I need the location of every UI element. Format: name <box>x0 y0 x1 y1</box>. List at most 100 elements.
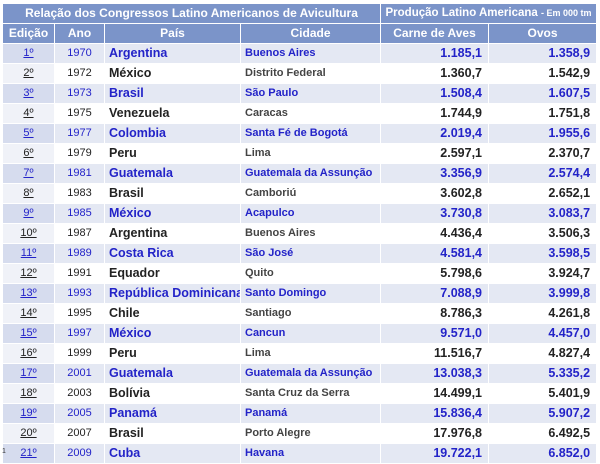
cell-edicao[interactable]: 14º <box>2 303 55 324</box>
cell-cidade: Distrito Federal <box>239 63 382 84</box>
cell-pais: República Dominicana <box>104 283 241 304</box>
table-row: 15º 1997 México Cancun 9.571,0 4.457,0 <box>2 323 598 344</box>
cell-pais: Equador <box>104 263 241 284</box>
edicao-link[interactable]: 7º <box>23 167 34 179</box>
cell-cidade: Santiago <box>239 303 382 324</box>
table-row: 4º 1975 Venezuela Caracas 1.744,9 1.751,8 <box>2 103 598 124</box>
cell-ovos: 2.370,7 <box>488 143 598 164</box>
cell-edicao[interactable]: 6º <box>2 143 55 164</box>
edicao-link[interactable]: 1º <box>23 47 34 59</box>
cell-ano: 2007 <box>54 423 105 444</box>
cell-ovos: 4.457,0 <box>488 323 598 344</box>
cell-cidade: Porto Alegre <box>239 423 382 444</box>
edicao-link[interactable]: 14º <box>20 307 37 319</box>
cell-carne: 1.360,7 <box>380 63 490 84</box>
edicao-link[interactable]: 17º <box>20 367 37 379</box>
cell-cidade: Santa Fé de Bogotá <box>239 123 382 144</box>
table-row: 10º 1987 Argentina Buenos Aires 4.436,4 3.506… <box>2 223 598 244</box>
edicao-link[interactable]: 8º <box>23 187 34 199</box>
table-row: 9º 1985 México Acapulco 3.730,8 3.083,7 <box>2 203 598 224</box>
cell-ano: 1981 <box>54 163 105 184</box>
edicao-link[interactable]: 15º <box>20 327 37 339</box>
cell-ovos: 1.607,5 <box>488 83 598 104</box>
edicao-link[interactable]: 12º <box>20 267 37 279</box>
cell-ano: 1999 <box>54 343 105 364</box>
table-row: 5º 1977 Colombia Santa Fé de Bogotá 2.019,4 1… <box>2 123 598 144</box>
cell-edicao[interactable]: 19º <box>2 403 55 424</box>
cell-ovos: 1.358,9 <box>488 43 598 64</box>
cell-edicao[interactable]: 15º <box>2 323 55 344</box>
cell-ano: 1987 <box>54 223 105 244</box>
cell-ovos: 4.261,8 <box>488 303 598 324</box>
cell-carne: 3.730,8 <box>380 203 490 224</box>
cell-edicao[interactable]: 9º <box>2 203 55 224</box>
cell-carne: 3.356,9 <box>380 163 490 184</box>
cell-carne: 8.786,3 <box>380 303 490 324</box>
cell-edicao[interactable]: 4º <box>2 103 55 124</box>
cell-ovos: 2.652,1 <box>488 183 598 204</box>
cell-carne: 11.516,7 <box>380 343 490 364</box>
cell-ovos: 4.827,4 <box>488 343 598 364</box>
cell-edicao[interactable]: 20º <box>2 423 55 444</box>
cell-ano: 2001 <box>54 363 105 384</box>
cell-cidade: Havana <box>239 443 382 464</box>
edicao-link[interactable]: 2º <box>23 67 34 79</box>
cell-edicao[interactable]: 18º <box>2 383 55 404</box>
cell-ano: 1983 <box>54 183 105 204</box>
cell-edicao[interactable]: 16º <box>2 343 55 364</box>
cell-carne: 1.744,9 <box>380 103 490 124</box>
cell-ano: 1991 <box>54 263 105 284</box>
cell-edicao[interactable]: 10º <box>2 223 55 244</box>
edicao-link[interactable]: 16º <box>20 347 37 359</box>
cell-ano: 1989 <box>54 243 105 264</box>
cell-edicao[interactable]: 3º <box>2 83 55 104</box>
edicao-link[interactable]: 21º <box>20 447 37 459</box>
edicao-link[interactable]: 3º <box>23 87 34 99</box>
production-unit: - Em 000 tm <box>541 8 592 18</box>
cell-cidade: Acapulco <box>239 203 382 224</box>
cell-ovos: 1.542,9 <box>488 63 598 84</box>
edicao-link[interactable]: 9º <box>23 207 34 219</box>
edicao-link[interactable]: 4º <box>23 107 34 119</box>
table-row: 3º 1973 Brasil São Paulo 1.508,4 1.607,5 <box>2 83 598 104</box>
edicao-link[interactable]: 11º <box>20 247 37 259</box>
cell-ano: 2005 <box>54 403 105 424</box>
cell-edicao[interactable]: 8º <box>2 183 55 204</box>
cell-edicao[interactable]: 12º <box>2 263 55 284</box>
cell-edicao[interactable]: 1º <box>2 43 55 64</box>
edicao-link[interactable]: 18º <box>20 387 37 399</box>
edicao-link[interactable]: 19º <box>20 407 37 419</box>
cell-pais: Bolívia <box>104 383 241 404</box>
cell-edicao[interactable]: 21º <box>2 443 55 464</box>
cell-edicao[interactable]: 2º <box>2 63 55 84</box>
cell-edicao[interactable]: 17º <box>2 363 55 384</box>
cell-ovos: 3.506,3 <box>488 223 598 244</box>
cell-carne: 5.798,6 <box>380 263 490 284</box>
cell-edicao[interactable]: 7º <box>2 163 55 184</box>
edicao-link[interactable]: 20º <box>20 427 37 439</box>
edicao-link[interactable]: 13º <box>20 287 37 299</box>
congress-table: Relação dos Congressos Latino Americanos… <box>1 3 598 464</box>
cell-pais: Brasil <box>104 183 241 204</box>
cell-cidade: Lima <box>239 343 382 364</box>
cell-edicao[interactable]: 11º <box>2 243 55 264</box>
cell-cidade: Lima <box>239 143 382 164</box>
cell-edicao[interactable]: 13º <box>2 283 55 304</box>
cell-ano: 2009 <box>54 443 105 464</box>
table-title: Relação dos Congressos Latino Americanos… <box>1 3 382 24</box>
cell-carne: 13.038,3 <box>380 363 490 384</box>
cell-pais: Argentina <box>104 43 241 64</box>
cell-pais: México <box>104 323 241 344</box>
edicao-link[interactable]: 5º <box>23 127 34 139</box>
cell-edicao[interactable]: 5º <box>2 123 55 144</box>
table-row: 16º 1999 Peru Lima 11.516,7 4.827,4 <box>2 343 598 364</box>
cell-cidade: Santa Cruz da Serra <box>239 383 382 404</box>
edicao-link[interactable]: 10º <box>20 227 37 239</box>
cell-cidade: Guatemala da Assunção <box>239 363 382 384</box>
cell-ovos: 1.955,6 <box>488 123 598 144</box>
production-title-text: Produção Latino Americana <box>385 7 538 19</box>
table-row: 1º 1970 Argentina Buenos Aires 1.185,1 1.358,… <box>2 43 598 64</box>
edicao-link[interactable]: 6º <box>23 147 34 159</box>
cell-pais: Cuba <box>104 443 241 464</box>
table-row: 13º 1993 República Dominicana Santo Domingo… <box>2 283 598 304</box>
